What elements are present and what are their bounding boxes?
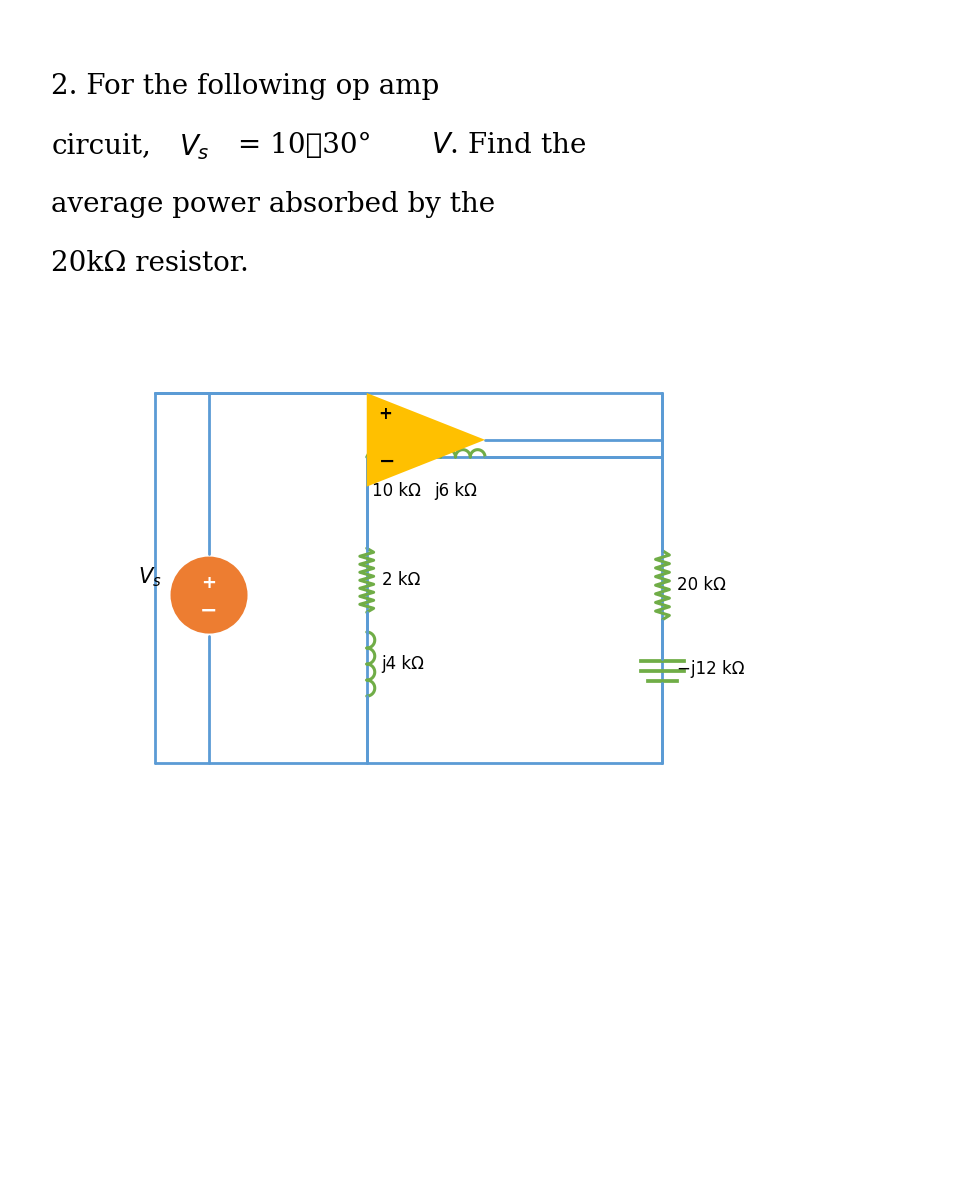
Text: = 10⌀30°: = 10⌀30°	[228, 132, 425, 158]
Circle shape	[172, 558, 247, 632]
Text: −: −	[200, 601, 218, 620]
Text: 2 kΩ: 2 kΩ	[382, 571, 420, 589]
Polygon shape	[367, 392, 485, 487]
Text: $V$. Find the: $V$. Find the	[430, 132, 586, 158]
Text: 20kΩ resistor.: 20kΩ resistor.	[52, 250, 249, 277]
Text: $V_s$: $V_s$	[180, 132, 210, 162]
Text: +: +	[379, 404, 392, 422]
Text: j4 kΩ: j4 kΩ	[382, 655, 425, 673]
Text: +: +	[201, 575, 217, 593]
Text: −j12 kΩ: −j12 kΩ	[677, 660, 745, 678]
Text: average power absorbed by the: average power absorbed by the	[52, 191, 496, 218]
Text: 10 kΩ: 10 kΩ	[372, 481, 421, 499]
Text: 20 kΩ: 20 kΩ	[677, 576, 726, 594]
Text: circuit,: circuit,	[52, 132, 151, 158]
Text: −: −	[379, 452, 395, 472]
Text: $V_s$: $V_s$	[138, 565, 162, 589]
Text: 2. For the following op amp: 2. For the following op amp	[52, 73, 439, 100]
Text: j6 kΩ: j6 kΩ	[434, 481, 477, 499]
